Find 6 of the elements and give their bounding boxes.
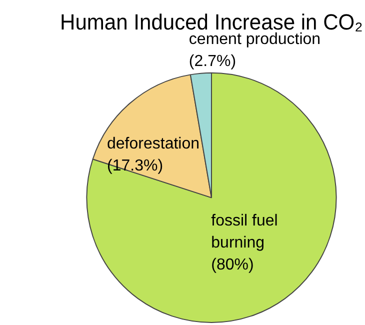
slice-label: cement production	[188, 30, 321, 48]
slice-label: deforestation	[107, 135, 200, 152]
data-label: (80%)	[211, 256, 254, 274]
data-label: (2.7%)	[188, 52, 236, 70]
data-label: (17.3%)	[107, 157, 164, 174]
slice-label: fossil fuel burning	[211, 212, 278, 252]
